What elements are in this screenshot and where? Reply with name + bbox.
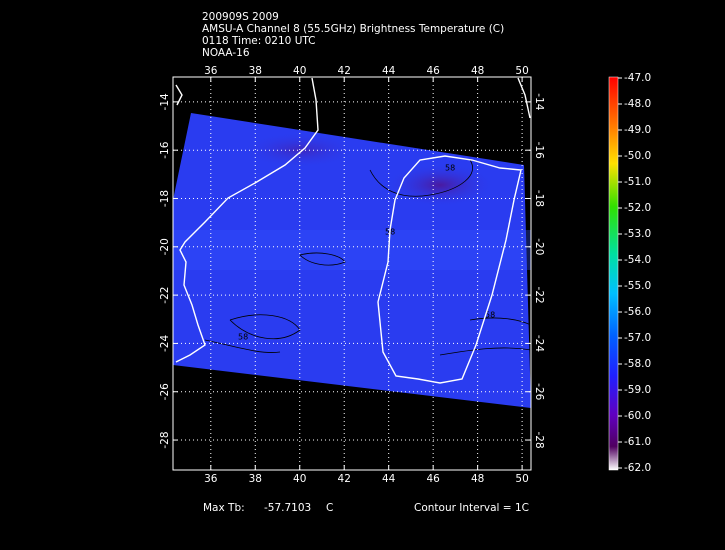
contour-label: 58	[485, 311, 495, 320]
max-value: -57.7103	[264, 502, 311, 514]
colorbar-label: -62.0	[624, 462, 651, 474]
lon-tick-label: 48	[471, 473, 484, 485]
contour	[369, 159, 473, 197]
lat-tick-label: -18	[533, 190, 545, 207]
header: 200909S 2009 AMSU-A Channel 8 (55.5GHz) …	[202, 11, 504, 59]
lon-tick-label: 36	[204, 65, 218, 77]
map-frame	[172, 76, 532, 471]
lat-tick-label: -26	[533, 383, 545, 400]
colorbar-label: -56.0	[624, 306, 651, 318]
colorbar-label: -48.0	[624, 98, 651, 110]
colorbar-label: -49.0	[624, 124, 651, 136]
colorbar-label: -51.0	[624, 176, 651, 188]
lat-tick-label: -16	[533, 142, 545, 159]
lon-tick-label: 46	[426, 473, 440, 485]
lon-tick-label: 46	[426, 65, 440, 77]
swath	[173, 113, 531, 408]
header-line: 200909S 2009	[202, 11, 279, 23]
colorbar-label: -58.0	[624, 358, 651, 370]
colorbar-label: -52.0	[624, 202, 651, 214]
cool-band	[173, 230, 531, 270]
africa-coast	[175, 77, 319, 363]
lat-tick-label: -22	[159, 287, 171, 304]
lat-tick-label: -24	[533, 335, 545, 352]
lat-tick-label: -20	[533, 238, 545, 255]
header-line: NOAA-16	[202, 47, 250, 59]
max-label: Max Tb:	[203, 502, 245, 514]
colorbar-label: -60.0	[624, 410, 651, 422]
lon-tick-label: 38	[249, 65, 262, 77]
africa-coast	[175, 84, 183, 106]
madagascar-coast	[377, 155, 522, 384]
max-unit: C	[326, 502, 333, 514]
contour	[439, 347, 532, 356]
contour	[469, 317, 532, 326]
lon-tick-label: 50	[515, 473, 528, 485]
lat-tick-label: -22	[533, 287, 545, 304]
lat-tick-label: -28	[159, 431, 171, 448]
colorbar-label: -47.0	[624, 72, 651, 84]
colorbar-label: -61.0	[624, 436, 651, 448]
lon-tick-label: 40	[293, 65, 306, 77]
lat-tick-label: -14	[159, 93, 171, 110]
contour	[299, 252, 346, 266]
lat-tick-label: -14	[533, 93, 545, 110]
footer: Max Tb: -57.7103 C Contour Interval = 1C	[203, 502, 529, 514]
lon-tick-label: 42	[338, 65, 351, 77]
lon-tick-label: 50	[515, 65, 528, 77]
lat-tick-label: -26	[159, 383, 171, 400]
colorbar-label: -59.0	[624, 384, 651, 396]
header-line: 0118 Time: 0210 UTC	[202, 35, 316, 47]
lon-tick-label: 42	[338, 473, 351, 485]
contour	[204, 339, 281, 353]
lon-tick-label: 44	[382, 473, 396, 485]
colorbar-label: -57.0	[624, 332, 651, 344]
contours: 58 58 58 58	[204, 159, 532, 356]
lat-tick-label: -24	[159, 335, 171, 352]
contour	[229, 314, 301, 340]
lon-tick-label: 40	[293, 473, 306, 485]
lat-tick-label: -20	[159, 238, 171, 255]
colorbar-label: -55.0	[624, 280, 651, 292]
contour-interval: Contour Interval = 1C	[414, 502, 529, 514]
lon-tick-label: 38	[249, 473, 262, 485]
contour-label: 58	[238, 333, 248, 342]
lon-tick-label: 44	[382, 65, 396, 77]
colorbar-label: -50.0	[624, 150, 651, 162]
colorbar-label: -54.0	[624, 254, 651, 266]
africa-coast	[517, 77, 531, 119]
coastlines	[175, 77, 531, 384]
header-line: AMSU-A Channel 8 (55.5GHz) Brightness Te…	[202, 23, 504, 35]
lat-tick-label: -18	[159, 190, 171, 207]
lon-tick-label: 36	[204, 473, 218, 485]
lon-tick-label: 48	[471, 65, 484, 77]
lat-tick-label: -28	[533, 431, 545, 448]
lat-tick-label: -16	[159, 141, 171, 158]
colorbar-label: -53.0	[624, 228, 651, 240]
contour-label: 58	[445, 164, 455, 173]
colorbar	[608, 76, 619, 471]
